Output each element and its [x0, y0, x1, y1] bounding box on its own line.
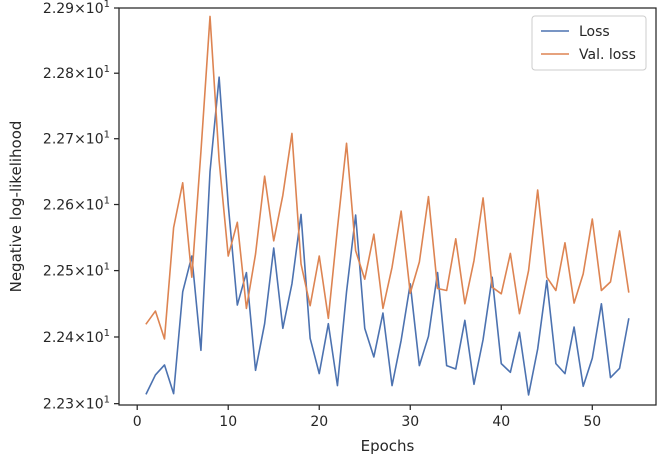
y-tick-label: 2.23×101 [43, 395, 110, 413]
axes-layer: 0 10 20 30 40 50 2.23×101 2.24×101 2.25×101 2.26×… [43, 0, 657, 430]
y-tick-label: 2.27×101 [43, 130, 110, 148]
series-layer [145, 15, 630, 396]
y-tick-label: 2.25×101 [43, 262, 110, 280]
y-tick-label: 2.24×101 [43, 328, 110, 346]
legend-label-1: Val. loss [579, 47, 636, 63]
series-line-1 [145, 15, 630, 340]
y-tick-label: 2.26×101 [43, 196, 110, 214]
y-axis-label: Negative log-likelihood [7, 121, 25, 293]
legend-label-0: Loss [579, 24, 610, 40]
legend: Loss Val. loss [531, 15, 647, 71]
series-line-0 [145, 76, 630, 396]
x-tick-label: 20 [310, 414, 328, 430]
x-tick-label: 50 [583, 414, 601, 430]
x-axis-label: Epochs [361, 437, 415, 455]
y-tick-label: 2.28×101 [43, 64, 110, 82]
x-tick-label: 0 [133, 414, 142, 430]
x-tick-label: 10 [219, 414, 237, 430]
y-tick-label: 2.29×101 [43, 0, 110, 17]
plot-frame [118, 7, 657, 406]
x-tick-label: 40 [492, 414, 510, 430]
x-tick-label: 30 [401, 414, 419, 430]
legend-box [531, 15, 647, 71]
